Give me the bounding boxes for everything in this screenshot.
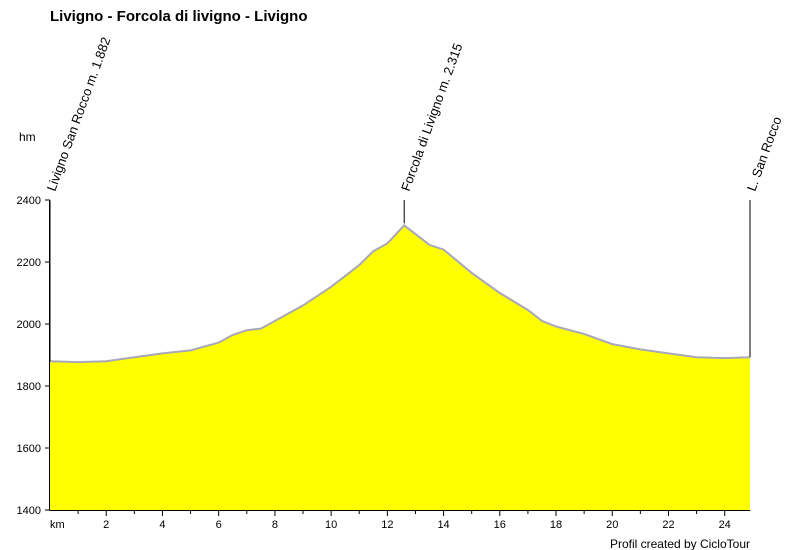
x-tick-label: 8	[272, 519, 278, 531]
plot-area	[49, 200, 751, 511]
y-tick-label: 1400	[17, 505, 41, 517]
x-tick-label: 18	[550, 519, 562, 531]
x-tick-label: 12	[381, 519, 393, 531]
y-tick-label: 1800	[17, 381, 41, 393]
landmark-label: Livigno San Rocco m. 1.882	[44, 35, 114, 193]
y-axis-label: hm	[19, 130, 36, 144]
elevation-line	[49, 224, 751, 364]
x-tick-label: 14	[437, 519, 449, 531]
chart-title: Livigno - Forcola di livigno - Livigno	[50, 8, 308, 25]
x-tick-label: 10	[325, 519, 337, 531]
credit-text: Profil created by CicloTour	[610, 537, 750, 550]
x-tick-label: 16	[494, 519, 506, 531]
y-tick-label: 2200	[17, 257, 41, 269]
landmark-label: L. San Rocco	[744, 115, 785, 193]
x-tick-label: 2	[103, 519, 109, 531]
x-tick-label: 6	[216, 519, 222, 531]
x-axis-label: km	[50, 519, 65, 531]
y-tick-label: 1600	[17, 443, 41, 455]
elevation-area	[50, 225, 750, 510]
y-tick-label: 2000	[17, 319, 41, 331]
landmark-label: Forcola di Livigno m. 2.315	[398, 41, 465, 193]
y-tick-label: 2400	[17, 195, 41, 207]
x-tick-label: 24	[719, 519, 731, 531]
x-tick-label: 20	[606, 519, 618, 531]
x-tick-label: 4	[159, 519, 165, 531]
x-tick-label: 22	[662, 519, 674, 531]
